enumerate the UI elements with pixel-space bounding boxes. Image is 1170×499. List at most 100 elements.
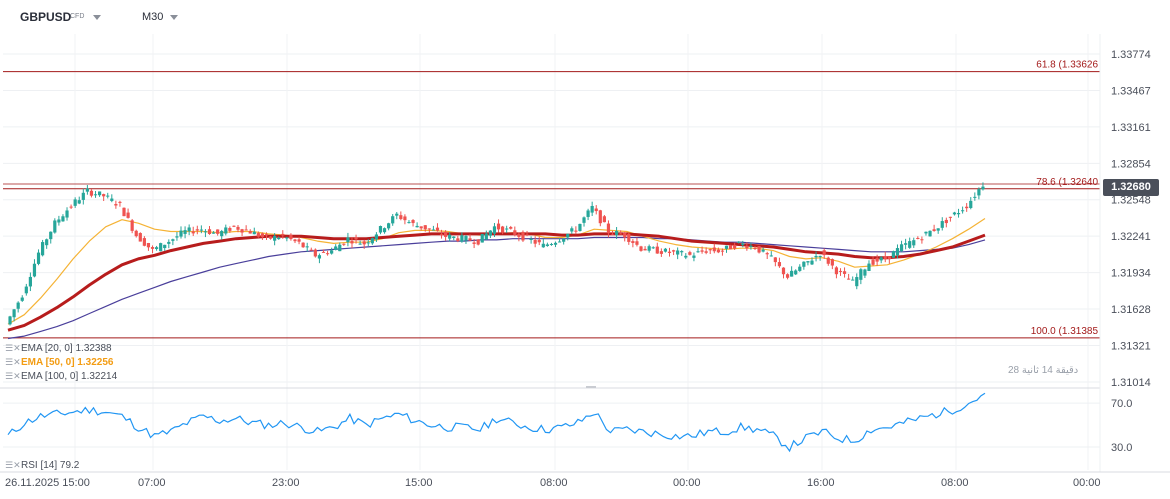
candle-down (496, 223, 501, 230)
symbol-name[interactable]: GBPUSD (20, 10, 72, 24)
candle-up (586, 210, 590, 217)
candle-down (293, 239, 297, 242)
candle-up (590, 205, 594, 213)
candle-up (696, 251, 700, 253)
candle-up (562, 238, 566, 242)
candle-up (273, 235, 277, 241)
candle-down (513, 230, 517, 235)
candle-down (847, 278, 851, 280)
candle-up (798, 266, 802, 271)
y-tick-label: 1.31014 (1111, 377, 1151, 389)
candle-up (464, 236, 468, 241)
timeframe-selector[interactable]: M30 (142, 11, 164, 23)
candle-up (358, 243, 362, 245)
x-tick-label: 08:00 (540, 477, 568, 489)
candle-up (810, 260, 814, 265)
candle-down (150, 247, 155, 249)
candle-up (952, 212, 957, 215)
candle-up (928, 230, 932, 237)
candle-up (77, 200, 81, 204)
candle-up (741, 243, 745, 245)
settings-close-icon[interactable]: ☰✕ (5, 343, 21, 353)
candle-down (777, 262, 782, 267)
candle-down (228, 228, 232, 231)
candle-up (956, 213, 961, 215)
candle-up (961, 210, 965, 212)
candle-up (492, 226, 497, 234)
candle-up (566, 233, 570, 238)
candle-down (733, 244, 737, 249)
candle-down (69, 206, 73, 208)
legend-rsi[interactable]: ☰✕RSI [14] 79.2 (5, 460, 80, 471)
legend-ema20[interactable]: ☰✕EMA [20, 0] 1.32388 (5, 343, 112, 354)
candle-down (476, 239, 480, 245)
candle-down (191, 231, 195, 234)
candle-down (916, 237, 920, 239)
candle-up (8, 316, 12, 325)
symbol-dropdown-icon[interactable] (93, 15, 101, 20)
candle-down (623, 232, 627, 238)
candle-down (342, 243, 346, 245)
candle-down (537, 239, 541, 243)
candle-up (395, 213, 399, 216)
candle-up (65, 210, 69, 218)
settings-close-icon[interactable]: ☰✕ (5, 357, 21, 367)
candle-up (977, 189, 981, 196)
candle-up (16, 302, 20, 309)
y-tick-label: 1.31934 (1111, 268, 1151, 280)
candle-up (57, 219, 61, 223)
candle-down (301, 242, 305, 248)
candle-up (154, 247, 159, 250)
candle-up (163, 244, 167, 249)
candle-up (529, 239, 533, 241)
candle-up (570, 228, 574, 232)
candle-down (965, 206, 969, 209)
candle-up (391, 216, 395, 224)
settings-close-icon[interactable]: ☰✕ (5, 371, 21, 381)
candle-down (126, 212, 130, 218)
candle-up (651, 247, 655, 249)
candle-down (948, 216, 952, 218)
candle-down (635, 241, 639, 245)
candle-up (859, 269, 863, 280)
x-tick-label: 08:00 (941, 477, 969, 489)
candle-down (89, 190, 94, 196)
candle-up (370, 238, 374, 244)
candle-down (264, 234, 269, 236)
timeframe-dropdown-icon[interactable] (170, 15, 178, 20)
candle-up (374, 234, 379, 240)
candle-down (427, 228, 431, 230)
candle-down (403, 216, 407, 221)
candle-up (159, 243, 163, 252)
candle-up (97, 191, 102, 196)
legend-ema100[interactable]: ☰✕EMA [100, 0] 1.32214 (5, 371, 118, 382)
candle-down (521, 231, 525, 241)
candle-up (285, 237, 289, 239)
ema-lines (7, 217, 986, 340)
candle-up (806, 261, 810, 263)
x-tick-label: 00:00 (1073, 477, 1101, 489)
rsi-pane: 70.0 30.0 (0, 387, 1132, 454)
x-tick-label: 15:00 (405, 477, 433, 489)
candle-down (887, 256, 891, 260)
candle-up (199, 229, 203, 231)
candle-up (24, 286, 28, 294)
candle-down (598, 210, 602, 224)
candle-down (606, 223, 611, 234)
pane-resize-handle[interactable] (586, 386, 596, 388)
candle-down (655, 246, 659, 254)
candle-down (444, 231, 448, 237)
candle-up (663, 248, 668, 252)
candle-up (899, 244, 904, 252)
candle-down (619, 233, 623, 235)
candle-down (309, 249, 313, 251)
candle-down (631, 241, 635, 243)
candle-down (216, 229, 220, 234)
candle-down (822, 250, 826, 256)
candle-down (757, 246, 761, 253)
candle-down (838, 270, 843, 272)
legend-ema50[interactable]: ☰✕EMA [50, 0] 1.32256 (5, 357, 114, 368)
settings-close-icon[interactable]: ☰✕ (5, 460, 21, 470)
candle-down (207, 229, 212, 235)
